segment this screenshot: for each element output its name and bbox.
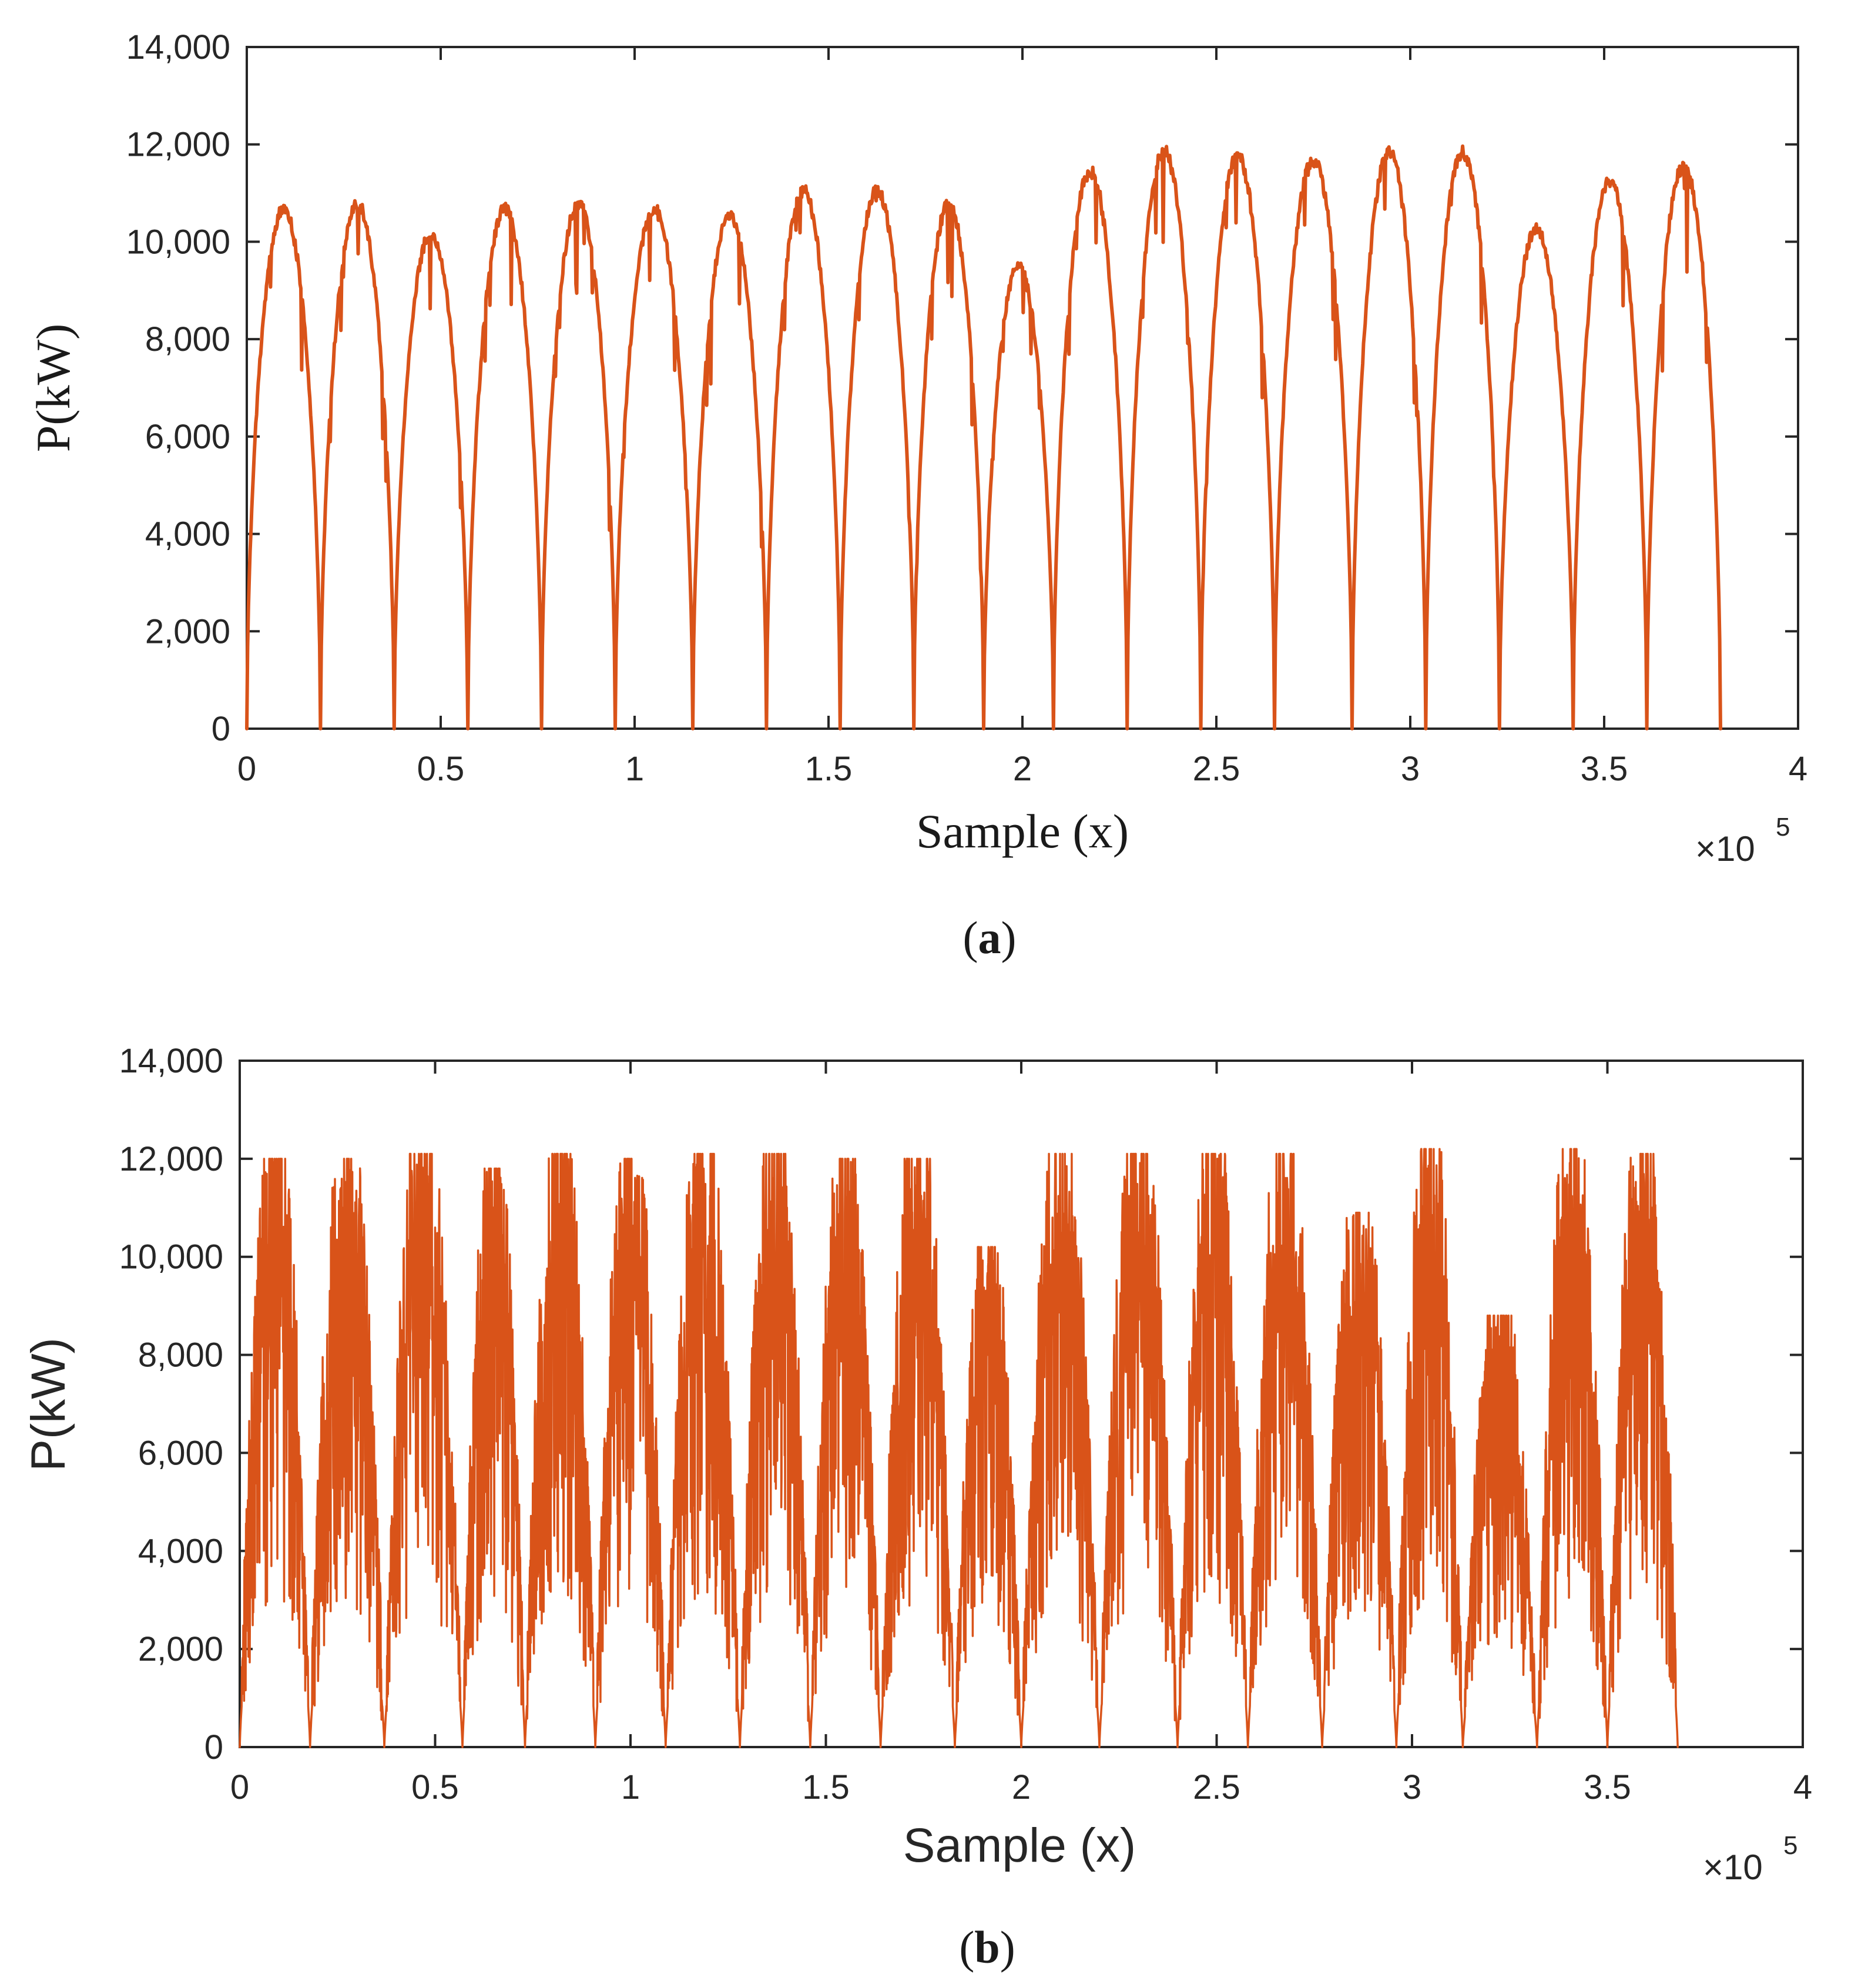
x-tick-label: 3.5 xyxy=(1584,1768,1631,1806)
x-tick-label: 4 xyxy=(1793,1768,1812,1806)
y-tick-label: 6,000 xyxy=(145,418,230,456)
y-tick-label: 4,000 xyxy=(145,515,230,554)
x-tick-label: 2.5 xyxy=(1193,750,1240,788)
y-tick-label: 14,000 xyxy=(126,28,230,66)
x-tick-label: 2 xyxy=(1013,750,1032,788)
y-tick-label: 2,000 xyxy=(145,612,230,651)
x-multiplier-base: ×10 xyxy=(1695,829,1755,869)
x-axis-label: Sample (x) xyxy=(903,1819,1136,1872)
y-tick-label: 10,000 xyxy=(126,223,230,261)
panel-label-close-paren: ) xyxy=(1001,912,1017,963)
chart-panel-b: 0 0.5 1 1.5 2 2.5 3 3.5 4 0 2,000 4,000 6,000 8,000 10… xyxy=(22,1042,1812,1973)
x-tick-label: 3.5 xyxy=(1581,750,1628,788)
panel-label-b: (b) xyxy=(959,1922,1015,1973)
y-axis-label: P(kW) xyxy=(22,1337,75,1471)
y-tick-label: 12,000 xyxy=(126,126,230,164)
series-group xyxy=(245,144,1722,730)
y-tick-label: 4,000 xyxy=(138,1532,223,1570)
panel-label-letter: b xyxy=(974,1922,1000,1973)
axis-ticks: 0 0.5 1 1.5 2 2.5 3 3.5 4 0 2,000 4,000 6,000 8,000 10… xyxy=(119,1042,1813,1806)
svg-text:(a): (a) xyxy=(963,912,1017,963)
x-tick-label: 1 xyxy=(625,750,644,788)
axis-ticks: 0 0.5 1 1.5 2 2.5 3 3.5 4 0 2,000 4,000 6,000 8,000 10… xyxy=(126,28,1808,788)
x-multiplier: ×10 5 xyxy=(1695,813,1790,869)
x-multiplier-exponent: 5 xyxy=(1783,1831,1797,1860)
x-tick-label: 1 xyxy=(621,1768,640,1806)
series-line-p xyxy=(239,1148,1679,1748)
x-tick-label: 0.5 xyxy=(417,750,465,788)
x-tick-label: 1.5 xyxy=(802,1768,850,1806)
x-tick-label: 0 xyxy=(237,750,256,788)
panel-label-open-paren: ( xyxy=(959,1922,974,1973)
y-tick-label: 2,000 xyxy=(138,1630,223,1668)
panel-label-close-paren: ) xyxy=(1000,1922,1015,1973)
x-tick-label: 3 xyxy=(1403,1768,1421,1806)
chart-panel-a: 0 0.5 1 1.5 2 2.5 3 3.5 4 0 2,000 4,000 6,000 8,000 10… xyxy=(26,28,1807,963)
x-multiplier-exponent: 5 xyxy=(1776,813,1790,842)
y-tick-label: 8,000 xyxy=(145,320,230,358)
y-tick-label: 12,000 xyxy=(119,1140,223,1178)
x-tick-label: 0 xyxy=(230,1768,249,1806)
panel-label-letter: a xyxy=(978,912,1001,963)
x-multiplier: ×10 5 xyxy=(1703,1831,1797,1887)
panel-label-open-paren: ( xyxy=(963,912,978,963)
svg-text:(b): (b) xyxy=(959,1922,1015,1973)
x-axis-label: Sample (x) xyxy=(916,804,1129,858)
series-line-p xyxy=(245,144,1722,730)
series-group xyxy=(239,1148,1679,1748)
x-tick-label: 1.5 xyxy=(805,750,853,788)
x-tick-label: 4 xyxy=(1789,750,1807,788)
x-tick-label: 0.5 xyxy=(411,1768,459,1806)
y-tick-label: 0 xyxy=(204,1728,223,1766)
x-tick-label: 2.5 xyxy=(1193,1768,1240,1806)
y-tick-label: 14,000 xyxy=(119,1042,223,1080)
x-multiplier-base: ×10 xyxy=(1703,1848,1763,1887)
y-axis-label: P(kW) xyxy=(26,324,80,452)
panel-label-a: (a) xyxy=(963,912,1017,963)
y-tick-label: 8,000 xyxy=(138,1336,223,1374)
x-tick-label: 2 xyxy=(1012,1768,1031,1806)
x-tick-label: 3 xyxy=(1401,750,1420,788)
y-tick-label: 10,000 xyxy=(119,1238,223,1276)
y-tick-label: 6,000 xyxy=(138,1434,223,1472)
y-tick-label: 0 xyxy=(212,710,230,748)
